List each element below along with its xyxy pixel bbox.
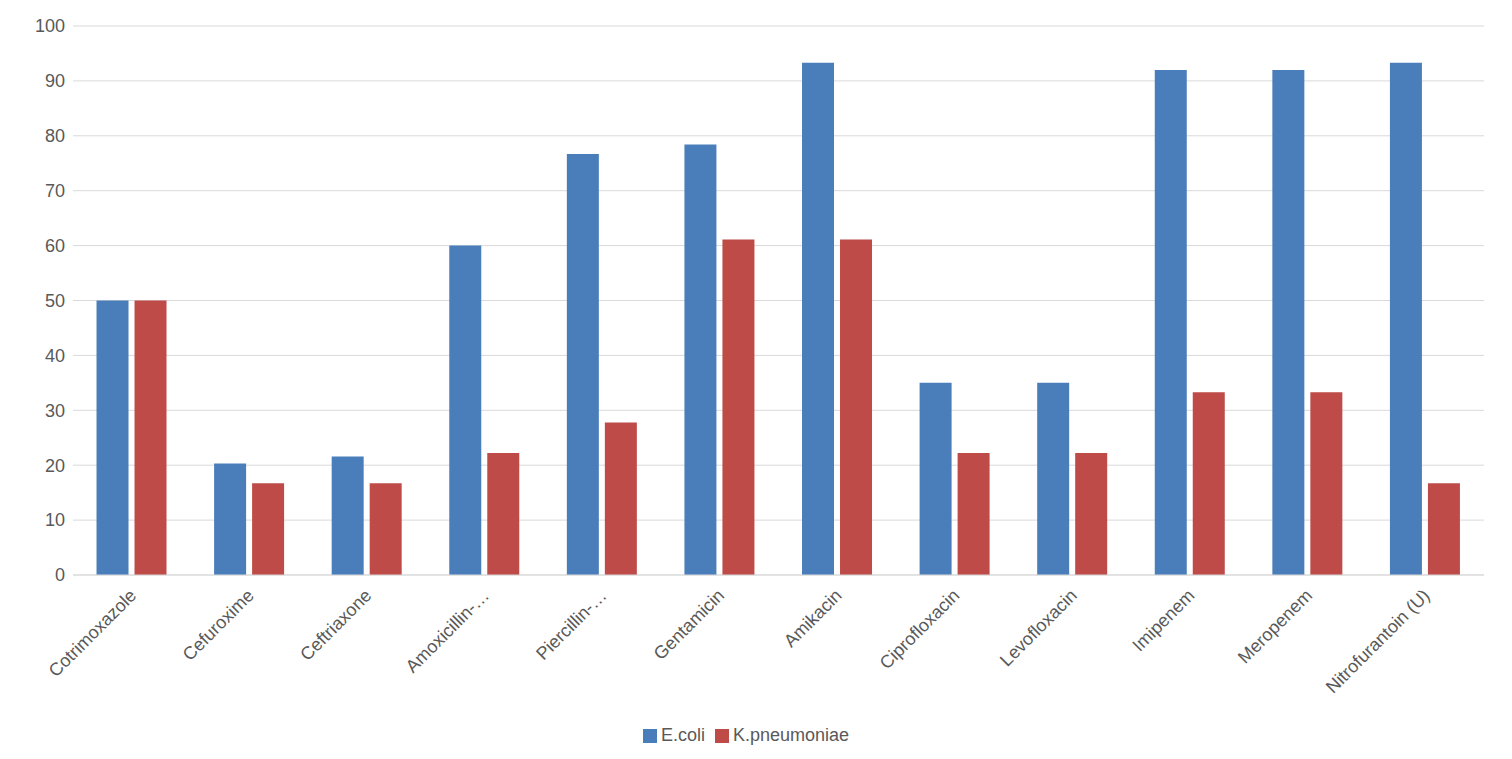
svg-text:Ceftriaxone: Ceftriaxone [296, 585, 375, 664]
svg-text:Amoxicillin-…: Amoxicillin-… [402, 585, 493, 676]
svg-text:Cotrimoxazole: Cotrimoxazole [45, 585, 140, 680]
svg-text:20: 20 [45, 456, 65, 476]
svg-text:10: 10 [45, 510, 65, 530]
svg-text:Ciprofloxacin: Ciprofloxacin [876, 585, 964, 673]
svg-text:Levofloxacin: Levofloxacin [996, 585, 1081, 670]
svg-text:Meropenem: Meropenem [1234, 585, 1316, 667]
svg-text:90: 90 [45, 71, 65, 91]
svg-text:60: 60 [45, 236, 65, 256]
svg-text:100: 100 [35, 16, 65, 36]
svg-text:Gentamicin: Gentamicin [650, 585, 729, 664]
svg-text:40: 40 [45, 346, 65, 366]
svg-text:80: 80 [45, 126, 65, 146]
svg-text:30: 30 [45, 401, 65, 421]
svg-text:Nitrofurantoin (U): Nitrofurantoin (U) [1322, 585, 1434, 697]
html-text:K.pneumoniae: K.pneumoniae [733, 725, 849, 745]
svg-text:50: 50 [45, 291, 65, 311]
svg-text:Imipenem: Imipenem [1129, 585, 1199, 655]
svg-text:0: 0 [55, 565, 65, 585]
svg-text:Amikacin: Amikacin [780, 585, 846, 651]
html-text:E.coli: E.coli [660, 725, 705, 745]
svg-text:Piercillin-…: Piercillin-… [532, 585, 610, 663]
svg-text:70: 70 [45, 181, 65, 201]
svg-text:Cefuroxime: Cefuroxime [179, 585, 258, 664]
